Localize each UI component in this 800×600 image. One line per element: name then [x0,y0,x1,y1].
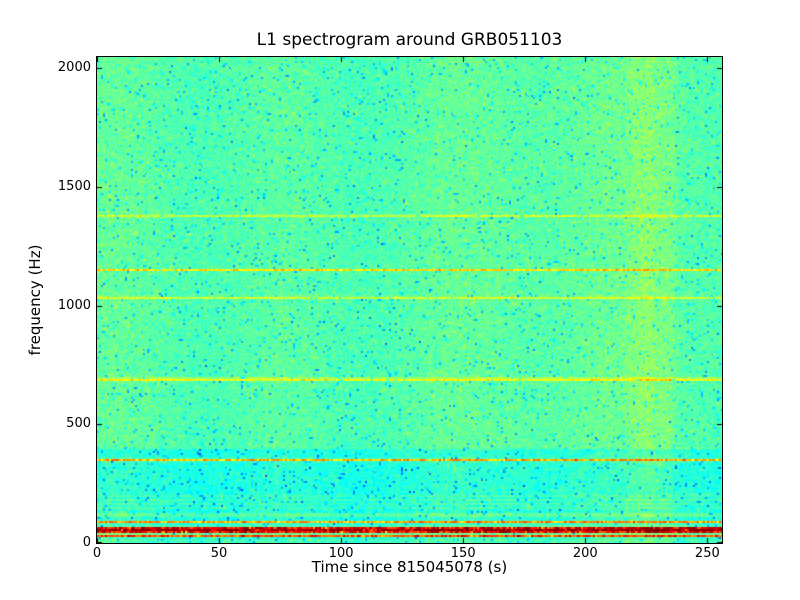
y-tick-label: 2000 [57,60,91,76]
y-tick-label: 1500 [57,179,91,195]
x-tick-label: 150 [450,546,476,561]
y-tick-label: 0 [82,535,91,550]
x-tick-label: 100 [328,546,354,561]
x-tick-label: 250 [694,546,720,561]
x-tick-label: 50 [210,546,228,561]
chart-title: L1 spectrogram around GRB051103 [256,30,563,50]
spectrogram-canvas [97,57,722,543]
x-tick-label: 200 [572,546,598,561]
x-axis-label: Time since 815045078 (s) [311,558,508,576]
plot-area [96,56,723,544]
x-tick-label: 0 [92,546,102,561]
y-tick-label: 500 [66,416,91,432]
y-tick-label: 1000 [57,297,91,313]
